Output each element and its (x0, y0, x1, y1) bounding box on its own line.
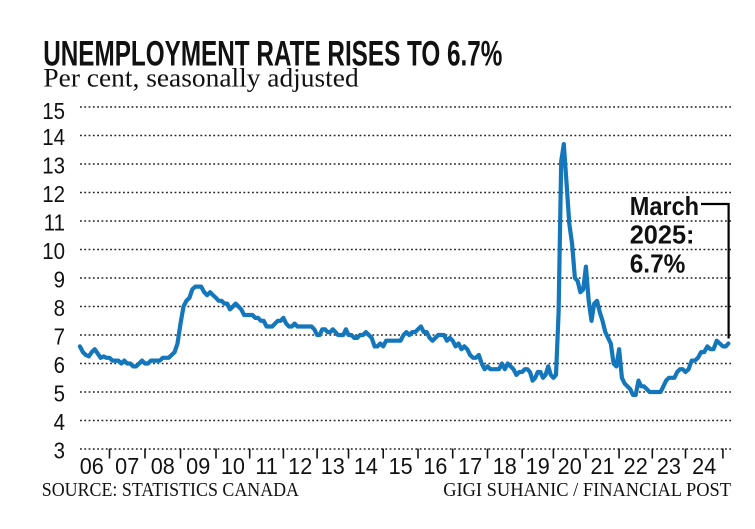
svg-text:08: 08 (151, 453, 175, 479)
svg-text:23: 23 (657, 453, 681, 479)
svg-text:11: 11 (255, 453, 277, 479)
svg-text:6: 6 (54, 352, 65, 379)
svg-text:14: 14 (354, 453, 378, 479)
svg-text:12: 12 (288, 453, 312, 479)
svg-text:13: 13 (321, 453, 345, 479)
svg-text:11: 11 (44, 209, 65, 236)
svg-text:7: 7 (54, 323, 65, 350)
svg-text:21: 21 (590, 453, 614, 479)
svg-text:March: March (630, 193, 699, 221)
svg-text:2025:: 2025: (630, 221, 695, 249)
svg-text:20: 20 (558, 453, 582, 479)
svg-text:07: 07 (115, 453, 139, 479)
svg-text:10: 10 (42, 238, 65, 265)
svg-text:22: 22 (624, 453, 648, 479)
svg-text:SOURCE: STATISTICS CANADA: SOURCE: STATISTICS CANADA (42, 479, 299, 501)
svg-text:15: 15 (42, 98, 65, 125)
svg-text:17: 17 (458, 453, 482, 479)
svg-text:06: 06 (80, 453, 104, 479)
svg-text:15: 15 (389, 453, 413, 479)
svg-text:19: 19 (526, 453, 550, 479)
svg-text:3: 3 (54, 437, 65, 464)
svg-text:8: 8 (54, 295, 65, 322)
svg-text:GIGI SUHANIC / FINANCIAL POST: GIGI SUHANIC / FINANCIAL POST (443, 479, 731, 501)
svg-text:12: 12 (42, 181, 65, 208)
svg-text:9: 9 (54, 266, 65, 293)
svg-text:09: 09 (186, 453, 210, 479)
svg-text:10: 10 (221, 453, 245, 479)
svg-text:18: 18 (493, 453, 517, 479)
svg-text:6.7%: 6.7% (630, 250, 686, 279)
svg-text:4: 4 (54, 409, 65, 436)
svg-text:13: 13 (42, 152, 65, 179)
svg-text:24: 24 (692, 453, 716, 479)
svg-text:5: 5 (54, 380, 65, 407)
svg-text:16: 16 (423, 453, 447, 479)
svg-text:UNEMPLOYMENT RATE RISES TO 6.7: UNEMPLOYMENT RATE RISES TO 6.7% (43, 35, 502, 73)
svg-text:Per cent, seasonally adjusted: Per cent, seasonally adjusted (43, 63, 359, 92)
svg-text:14: 14 (42, 124, 65, 151)
